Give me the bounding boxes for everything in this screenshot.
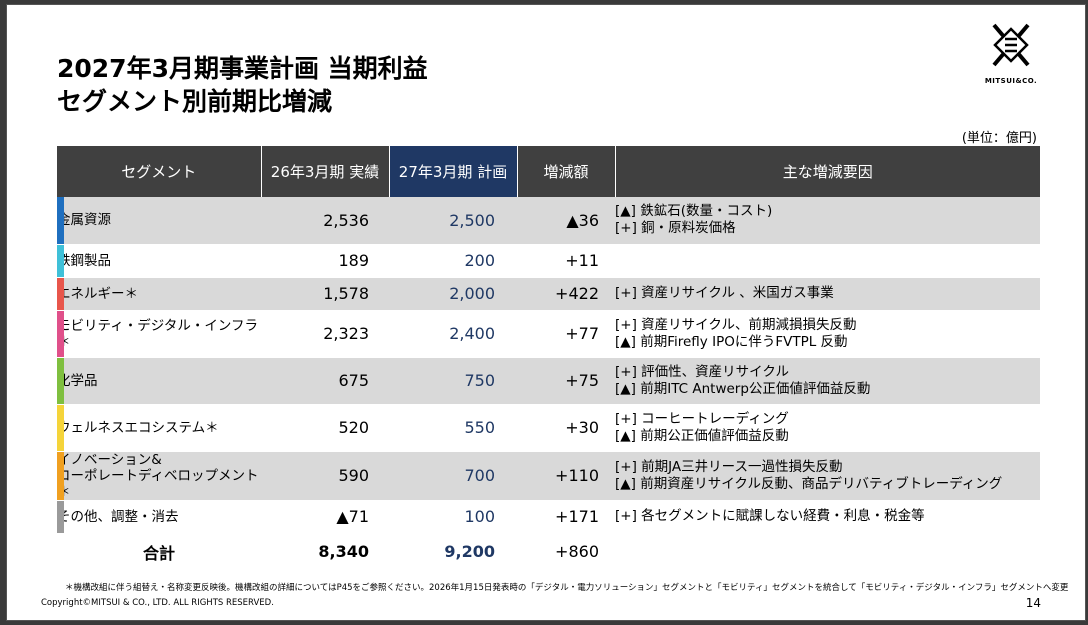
prev-value: 590 bbox=[261, 451, 389, 501]
reasons: [▲] 鉄鉱石(数量・コスト) [+] 銅・原料炭価格 bbox=[615, 197, 1040, 245]
table-row: 金属資源 2,536 2,500 ▲36 [▲] 鉄鉱石(数量・コスト) [+] … bbox=[57, 197, 1040, 245]
plan-value: 200 bbox=[389, 244, 517, 278]
plan-value: 100 bbox=[389, 500, 517, 534]
reasons bbox=[615, 244, 1040, 278]
prev-value: 1,578 bbox=[261, 277, 389, 311]
copyright: Copyright©MITSUI & CO., LTD. ALL RIGHTS … bbox=[41, 598, 274, 608]
reasons: [+] 前期JA三井リース一過性損失反動 [▲] 前期資産リサイクル反動、商品デリ… bbox=[615, 451, 1040, 501]
header-reasons: 主な増減要因 bbox=[615, 146, 1040, 197]
segment-color-bar bbox=[57, 277, 64, 310]
segment-name: その他、調整・消去 bbox=[57, 500, 261, 534]
mitsui-logo-icon bbox=[992, 23, 1030, 67]
reasons: [+] 各セグメントに賦課しない経費・利息・税金等 bbox=[615, 500, 1040, 534]
title-line-2: セグメント別前期比増減 bbox=[57, 87, 333, 116]
reasons: [+] 評価性、資産リサイクル [▲] 前期ITC Antwerp公正価値評価益反… bbox=[615, 357, 1040, 405]
diff-value: +30 bbox=[517, 404, 615, 452]
segment-name: イノベーション& コーポレートディベロップメント＊ bbox=[57, 451, 261, 501]
diff-value: +171 bbox=[517, 500, 615, 534]
company-logo: MITSUI&CO. bbox=[979, 19, 1043, 91]
diff-value: +77 bbox=[517, 310, 615, 358]
header-plan: 27年3月期 計画 bbox=[389, 146, 518, 197]
reason-line: [▲] 鉄鉱石(数量・コスト) bbox=[615, 203, 773, 220]
prev-value: ▲71 bbox=[261, 500, 389, 534]
segment-name: 化学品 bbox=[57, 357, 261, 405]
header-diff: 増減額 bbox=[517, 146, 616, 197]
page-number: 14 bbox=[1025, 596, 1041, 610]
total-prev: 8,340 bbox=[261, 533, 389, 570]
reasons: [+] コーヒートレーディング [▲] 前期公正価値評価益反動 bbox=[615, 404, 1040, 452]
reason-line: [▲] 前期公正価値評価益反動 bbox=[615, 427, 789, 444]
plan-value: 2,400 bbox=[389, 310, 517, 358]
table-row: エネルギー＊ 1,578 2,000 +422 [+] 資産リサイクル 、米国ガ… bbox=[57, 277, 1040, 311]
unit-label: (単位：億円) bbox=[961, 131, 1037, 146]
prev-value: 2,536 bbox=[261, 197, 389, 245]
reasons: [+] 資産リサイクル 、米国ガス事業 bbox=[615, 277, 1040, 311]
diff-value: +110 bbox=[517, 451, 615, 501]
segment-color-bar bbox=[57, 357, 64, 404]
plan-value: 550 bbox=[389, 404, 517, 452]
page-title: 2027年3月期事業計画 当期利益 セグメント別前期比増減 bbox=[57, 52, 428, 118]
logo-text: MITSUI&CO. bbox=[984, 77, 1038, 85]
total-row: 合計 8,340 9,200 +860 bbox=[57, 533, 1040, 570]
segment-color-bar bbox=[57, 310, 64, 357]
table-row: モビリティ・デジタル・インフラ＊ 2,323 2,400 +77 [+] 資産リ… bbox=[57, 310, 1040, 358]
prev-value: 2,323 bbox=[261, 310, 389, 358]
diff-value: +75 bbox=[517, 357, 615, 405]
header-prev: 26年3月期 実績 bbox=[261, 146, 390, 197]
segment-color-bar bbox=[57, 197, 64, 244]
segment-name: 金属資源 bbox=[57, 197, 261, 245]
reasons: [+] 資産リサイクル、前期減損損失反動 [▲] 前期Firefly IPOに伴う… bbox=[615, 310, 1040, 358]
table-row: イノベーション& コーポレートディベロップメント＊ 590 700 +110 [… bbox=[57, 451, 1040, 501]
reason-line: [▲] 前期資産リサイクル反動、商品デリバティブトレーディング bbox=[615, 475, 1003, 492]
reason-line: [+] 各セグメントに賦課しない経費・利息・税金等 bbox=[615, 508, 925, 524]
slide: 2027年3月期事業計画 当期利益 セグメント別前期比増減 MITSUI&CO.… bbox=[6, 4, 1086, 621]
table-row: 化学品 675 750 +75 [+] 評価性、資産リサイクル [▲] 前期ITC… bbox=[57, 357, 1040, 405]
title-line-1: 2027年3月期事業計画 当期利益 bbox=[57, 54, 428, 83]
segment-name: モビリティ・デジタル・インフラ＊ bbox=[57, 310, 261, 358]
prev-value: 520 bbox=[261, 404, 389, 452]
plan-value: 2,000 bbox=[389, 277, 517, 311]
total-plan: 9,200 bbox=[389, 533, 517, 570]
prev-value: 675 bbox=[261, 357, 389, 405]
total-empty bbox=[615, 533, 1040, 570]
total-diff: +860 bbox=[517, 533, 615, 570]
table-row: ウェルネスエコシステム＊ 520 550 +30 [+] コーヒートレーディング… bbox=[57, 404, 1040, 452]
segment-color-bar bbox=[57, 500, 64, 533]
diff-value: +11 bbox=[517, 244, 615, 278]
table-row: その他、調整・消去 ▲71 100 +171 [+] 各セグメントに賦課しない経… bbox=[57, 500, 1040, 534]
plan-value: 2,500 bbox=[389, 197, 517, 245]
reason-line: [+] 前期JA三井リース一過性損失反動 bbox=[615, 458, 843, 475]
segment-name: エネルギー＊ bbox=[57, 277, 261, 311]
segment-name: 鉄鋼製品 bbox=[57, 244, 261, 278]
reason-line: [▲] 前期Firefly IPOに伴うFVTPL 反動 bbox=[615, 333, 848, 350]
reason-line: [+] 銅・原料炭価格 bbox=[615, 220, 736, 237]
reason-line: [+] 資産リサイクル 、米国ガス事業 bbox=[615, 285, 834, 301]
plan-value: 700 bbox=[389, 451, 517, 501]
reason-line: [+] コーヒートレーディング bbox=[615, 410, 789, 427]
segment-color-bar bbox=[57, 451, 64, 500]
reason-line: [▲] 前期ITC Antwerp公正価値評価益反動 bbox=[615, 380, 871, 397]
segment-color-bar bbox=[57, 244, 64, 277]
segment-color-bar bbox=[57, 404, 64, 451]
reason-line: [+] 資産リサイクル、前期減損損失反動 bbox=[615, 316, 857, 333]
header-segment: セグメント bbox=[57, 146, 262, 197]
total-label: 合計 bbox=[57, 533, 261, 570]
reason-line: [+] 評価性、資産リサイクル bbox=[615, 363, 789, 380]
plan-value: 750 bbox=[389, 357, 517, 405]
segment-table: セグメント 26年3月期 実績 27年3月期 計画 増減額 主な増減要因 金属資… bbox=[57, 146, 1040, 570]
footnote: ＊機構改組に伴う組替え・名称変更反映後。機構改組の詳細についてはP45をご参照く… bbox=[65, 583, 1069, 593]
table-header: セグメント 26年3月期 実績 27年3月期 計画 増減額 主な増減要因 bbox=[57, 146, 1040, 197]
segment-name: ウェルネスエコシステム＊ bbox=[57, 404, 261, 452]
table-row: 鉄鋼製品 189 200 +11 bbox=[57, 244, 1040, 278]
prev-value: 189 bbox=[261, 244, 389, 278]
diff-value: ▲36 bbox=[517, 197, 615, 245]
diff-value: +422 bbox=[517, 277, 615, 311]
